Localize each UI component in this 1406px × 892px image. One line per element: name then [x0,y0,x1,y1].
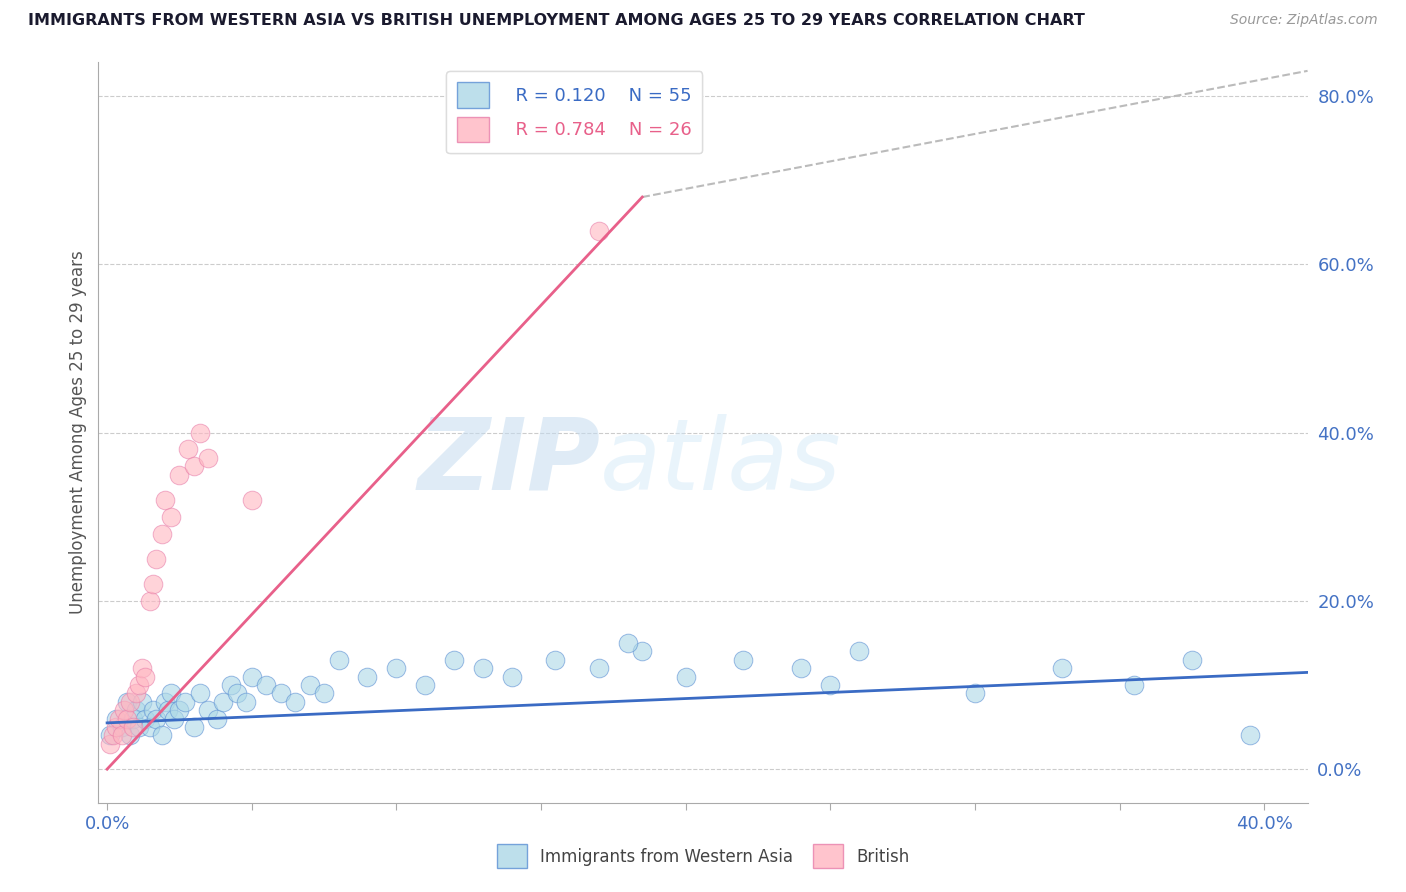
Point [120,729,142,743]
Point [142,703,165,717]
Point [159,509,181,524]
Point [188,425,211,440]
Point [675,670,697,684]
Text: ZIP: ZIP [418,414,600,511]
Point [110,729,132,743]
Point [134,670,156,684]
Point [122,720,145,734]
Point [142,577,165,591]
Point [298,678,321,692]
Point [1181,653,1204,667]
Point [385,661,408,675]
Point [211,695,233,709]
Point [588,661,610,675]
Point [617,636,640,650]
Point [117,712,139,726]
Point [117,695,139,709]
Point [588,224,610,238]
Point [820,678,842,692]
Point [235,695,257,709]
Point [197,703,219,717]
Point [145,712,167,726]
Point [240,670,263,684]
Point [159,686,181,700]
Point [328,653,350,667]
Point [107,712,129,726]
Point [114,703,136,717]
Point [98,737,121,751]
Point [150,729,173,743]
Legend:   R = 0.120    N = 55,   R = 0.784    N = 26: R = 0.120 N = 55, R = 0.784 N = 26 [446,71,703,153]
Point [221,678,243,692]
Point [544,653,567,667]
Point [270,686,292,700]
Point [733,653,755,667]
Point [169,703,191,717]
Point [120,695,142,709]
Point [125,686,148,700]
Point [226,686,249,700]
Point [131,661,153,675]
Point [139,720,162,734]
Y-axis label: Unemployment Among Ages 25 to 29 years: Unemployment Among Ages 25 to 29 years [69,251,87,615]
Point [134,712,156,726]
Point [356,670,378,684]
Point [848,644,870,658]
Point [443,653,465,667]
Point [183,459,205,474]
Point [183,720,205,734]
Point [472,661,495,675]
Point [156,703,179,717]
Point [790,661,813,675]
Text: atlas: atlas [600,414,842,511]
Point [177,442,200,457]
Point [254,678,277,692]
Point [501,670,523,684]
Point [128,720,150,734]
Point [174,695,197,709]
Text: Source: ZipAtlas.com: Source: ZipAtlas.com [1230,13,1378,28]
Point [188,686,211,700]
Point [197,450,219,465]
Point [101,729,124,743]
Point [104,712,127,726]
Point [153,695,176,709]
Point [169,467,191,482]
Point [631,644,654,658]
Point [153,492,176,507]
Point [122,712,145,726]
Text: IMMIGRANTS FROM WESTERN ASIA VS BRITISH UNEMPLOYMENT AMONG AGES 25 TO 29 YEARS C: IMMIGRANTS FROM WESTERN ASIA VS BRITISH … [28,13,1085,29]
Point [1123,678,1146,692]
Legend: Immigrants from Western Asia, British: Immigrants from Western Asia, British [489,838,917,875]
Point [963,686,986,700]
Point [110,720,132,734]
Point [162,712,184,726]
Point [98,729,121,743]
Point [150,526,173,541]
Point [284,695,307,709]
Point [131,695,153,709]
Point [413,678,436,692]
Point [139,594,162,608]
Point [240,492,263,507]
Point [1050,661,1073,675]
Point [1239,729,1261,743]
Point [125,703,148,717]
Point [145,551,167,566]
Point [104,720,127,734]
Point [128,678,150,692]
Point [312,686,335,700]
Point [205,712,228,726]
